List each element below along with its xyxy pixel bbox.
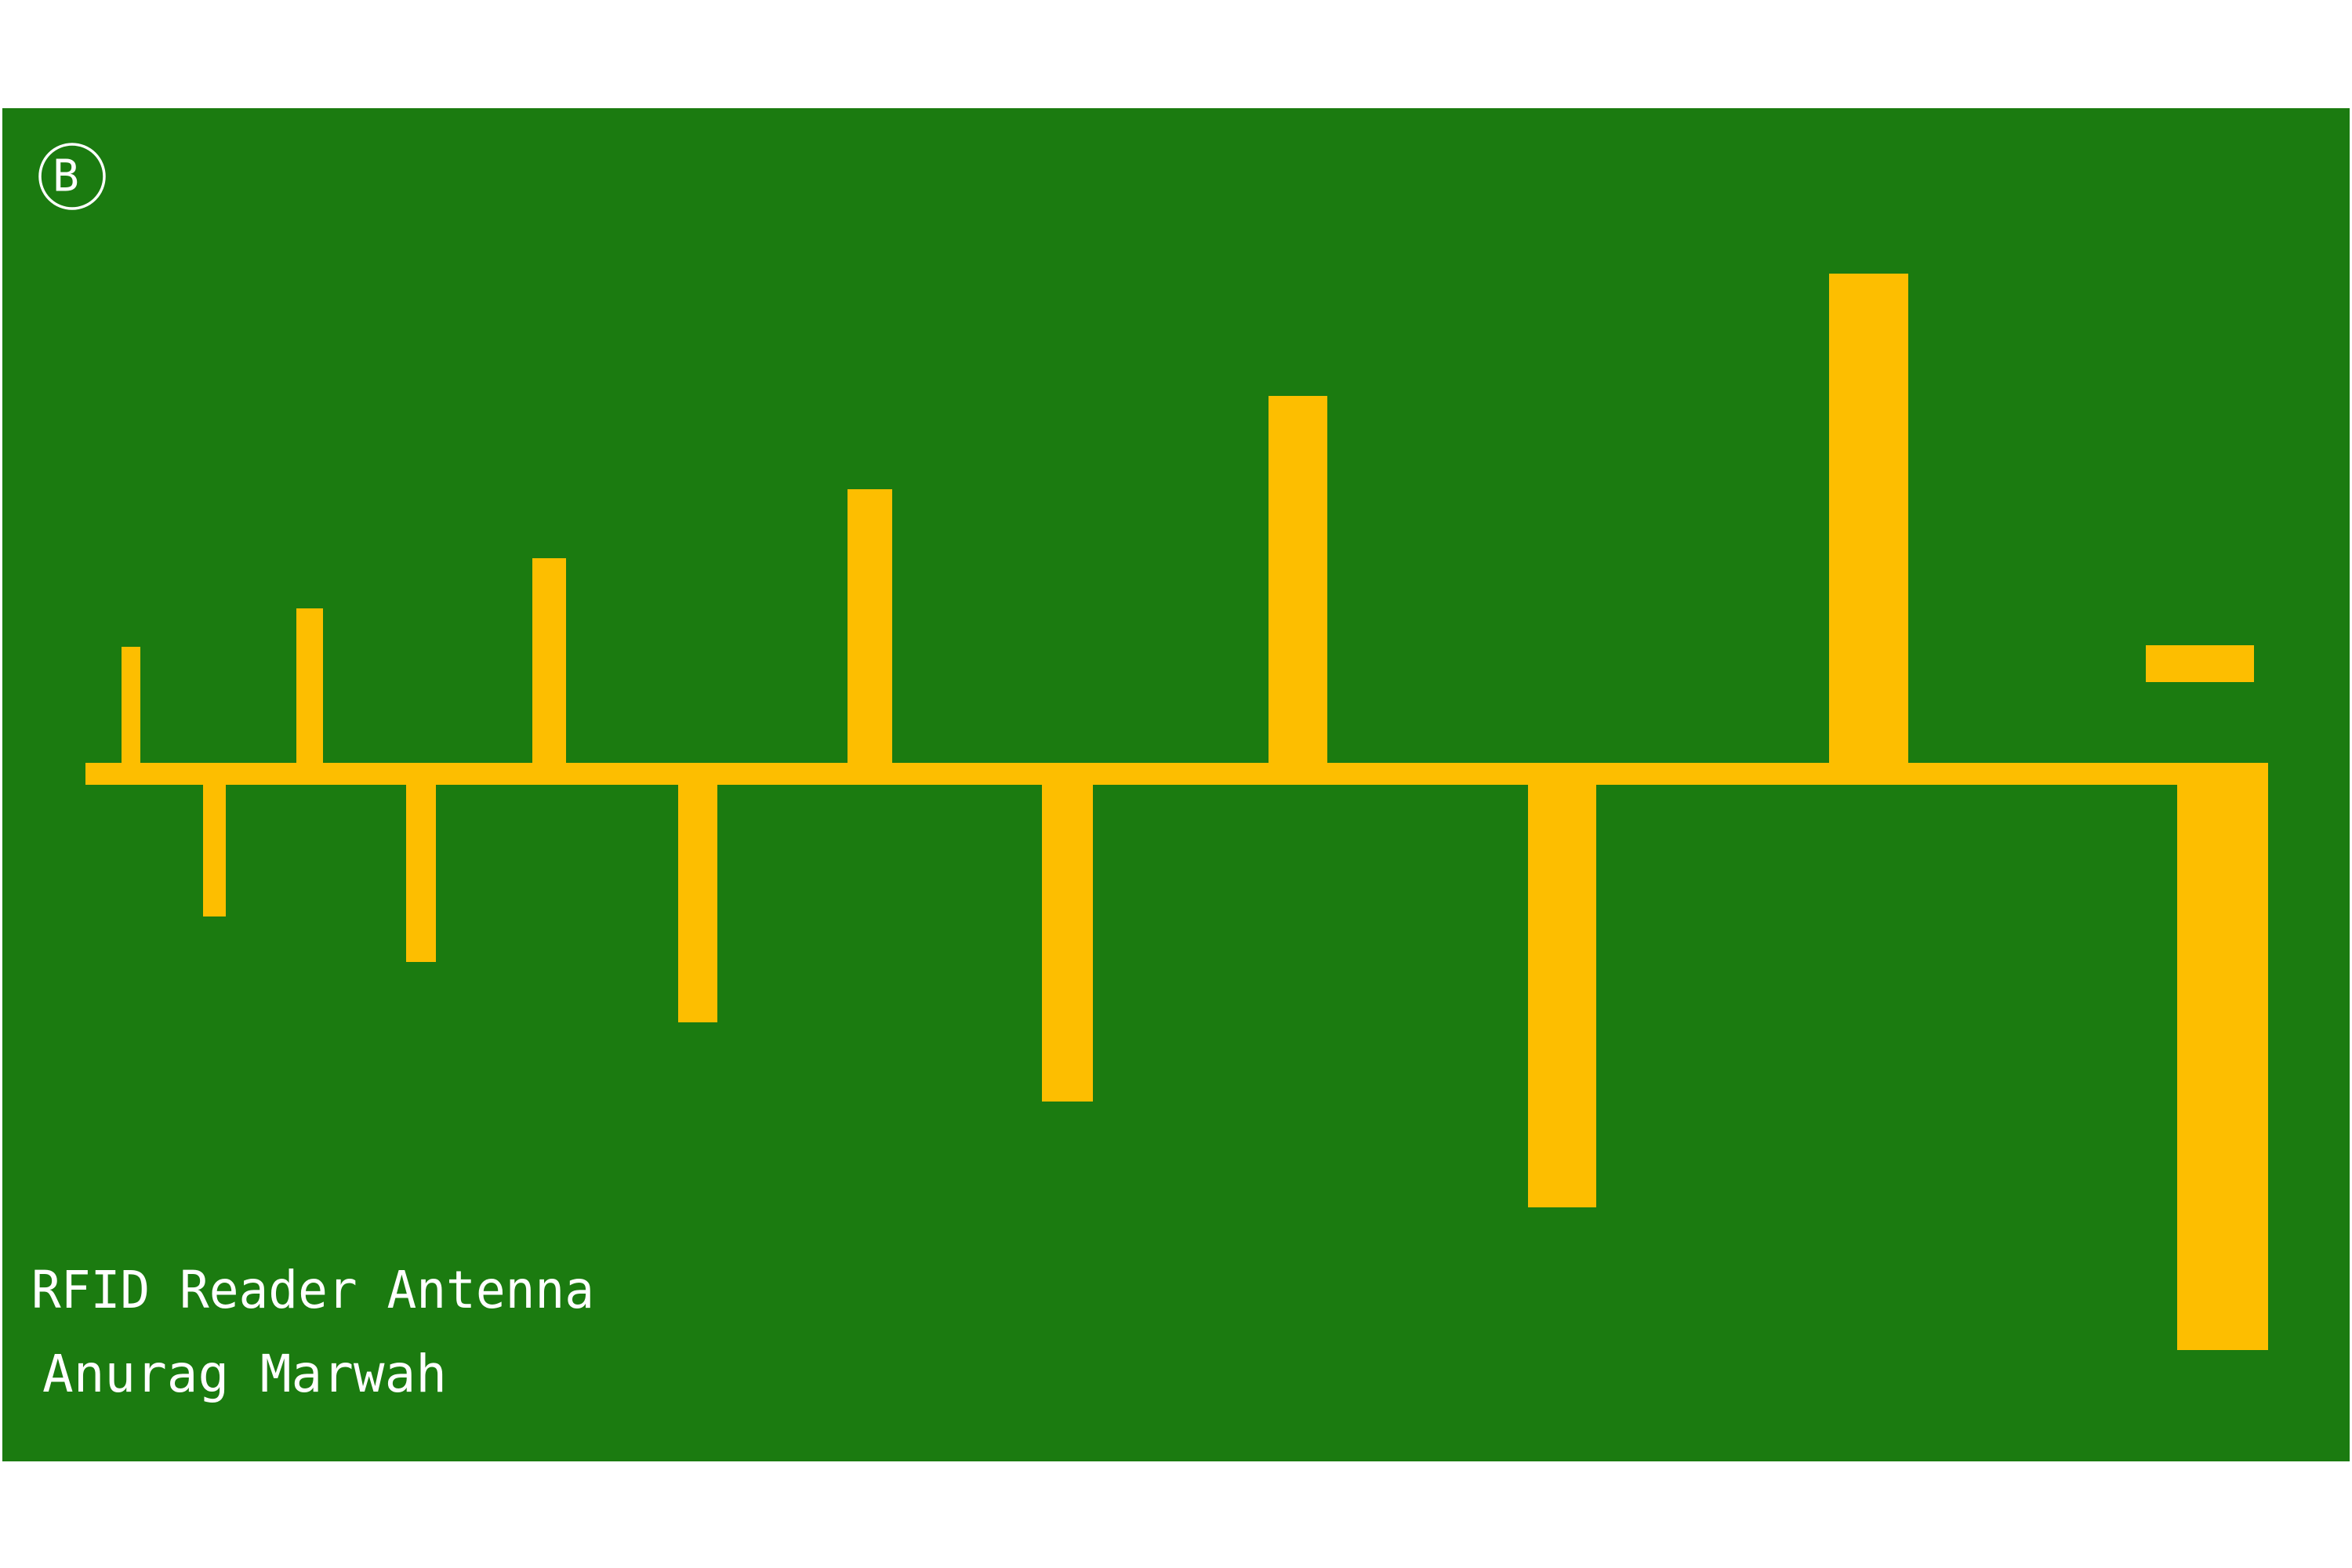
lower-element-2 xyxy=(406,783,436,962)
upper-element-2 xyxy=(296,608,323,764)
stub-pad xyxy=(2146,645,2254,682)
upper-element-1 xyxy=(122,647,140,764)
antenna-traces xyxy=(85,274,2268,1350)
board-title: RFID Reader Antenna xyxy=(31,1260,594,1320)
upper-element-5 xyxy=(1269,396,1327,764)
lower-element-3 xyxy=(678,783,717,1022)
lower-element-5 xyxy=(1528,783,1596,1207)
upper-element-6 xyxy=(1829,274,1908,764)
upper-element-4 xyxy=(848,489,892,764)
side-marker-letter: B xyxy=(53,151,79,202)
side-marker: B xyxy=(38,143,106,210)
feed-line xyxy=(85,763,2267,785)
board-author: Anurag Marwah xyxy=(42,1344,447,1404)
circled-letter-icon xyxy=(38,143,106,210)
lower-element-4 xyxy=(1042,783,1093,1102)
feed-pad xyxy=(2177,763,2268,1350)
lower-element-1 xyxy=(203,783,226,916)
upper-element-3 xyxy=(532,558,566,764)
